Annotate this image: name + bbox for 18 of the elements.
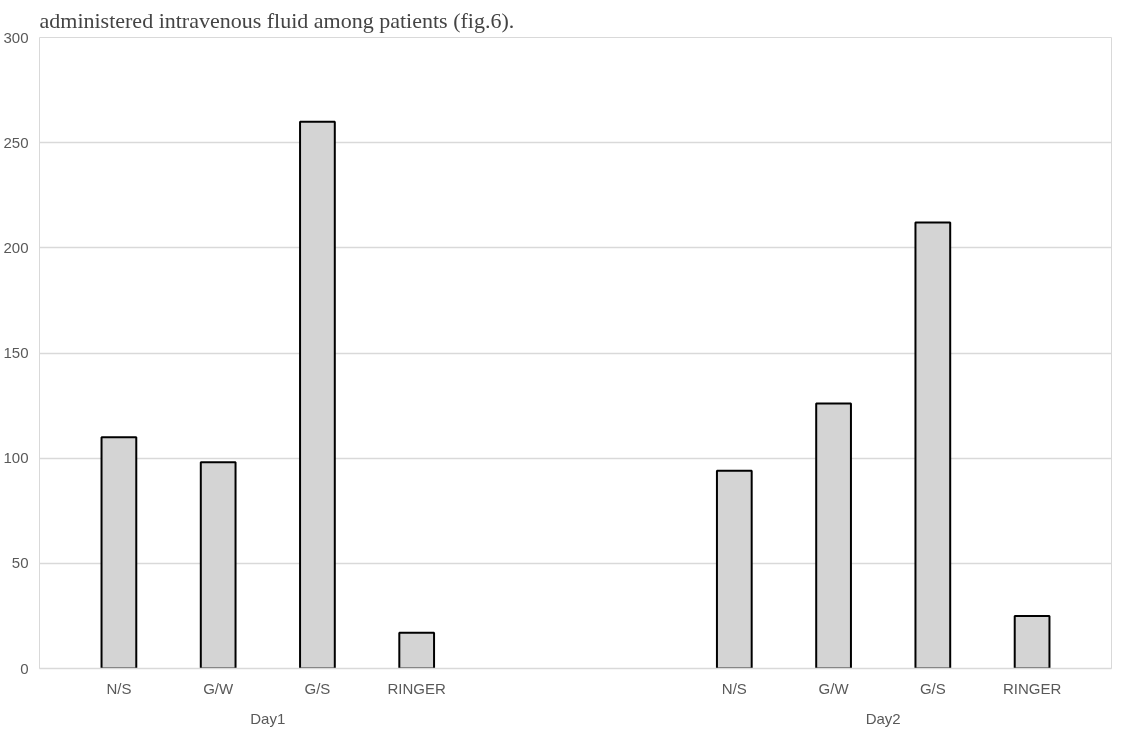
y-tick-label: 300 bbox=[3, 28, 29, 46]
y-tick-label: 0 bbox=[20, 659, 29, 677]
y-tick-label: 50 bbox=[11, 554, 29, 572]
y-tick-label: 150 bbox=[3, 344, 29, 361]
x-tick-label: RINGER bbox=[1002, 679, 1062, 697]
y-tick-label: 200 bbox=[3, 238, 29, 256]
text: Day2 bbox=[865, 709, 901, 727]
x-tick-label: RINGER bbox=[387, 679, 447, 697]
text: Day1 bbox=[250, 709, 286, 727]
x-tick-label: N/S bbox=[106, 679, 132, 697]
y-tick-label: 250 bbox=[3, 133, 29, 151]
x-tick-label: G/W bbox=[203, 679, 235, 697]
y-tick-label: 100 bbox=[3, 449, 29, 467]
x-tick-label: G/S bbox=[304, 679, 331, 697]
x-tick-label: N/S bbox=[721, 679, 747, 697]
x-tick-label: G/W bbox=[818, 679, 850, 697]
x-tick-label: G/S bbox=[919, 679, 946, 697]
chart-title: administered intravenous fluid among patients (fig.6). bbox=[39, 7, 515, 33]
